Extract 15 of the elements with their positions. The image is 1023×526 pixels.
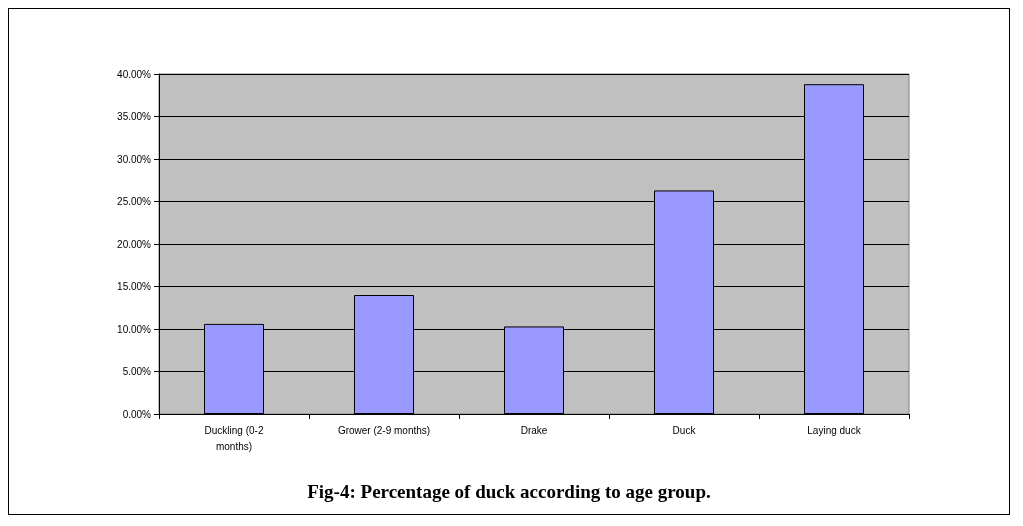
- y-tick-label: 25.00%: [117, 196, 152, 207]
- y-tick-label: 35.00%: [117, 111, 152, 122]
- y-tick-label: 40.00%: [117, 68, 152, 80]
- x-tick-label: Drake: [520, 424, 548, 436]
- x-tick-label: Duck: [672, 424, 697, 436]
- text: Fig-4: Percentage of duck according to age group.: [307, 481, 711, 502]
- y-tick-label: 15.00%: [117, 281, 152, 292]
- y-tick-label: 10.00%: [117, 323, 152, 335]
- x-tick-label: Duckling (0-2 months): [204, 424, 264, 452]
- y-tick-label: 5.00%: [122, 366, 152, 377]
- y-tick-label: 20.00%: [117, 238, 152, 250]
- y-tick-label: 30.00%: [117, 153, 152, 165]
- y-tick-label: 0.00%: [122, 408, 152, 420]
- x-tick-label: Laying duck: [807, 424, 862, 436]
- x-tick-label: Grower (2-9 months): [337, 424, 431, 436]
